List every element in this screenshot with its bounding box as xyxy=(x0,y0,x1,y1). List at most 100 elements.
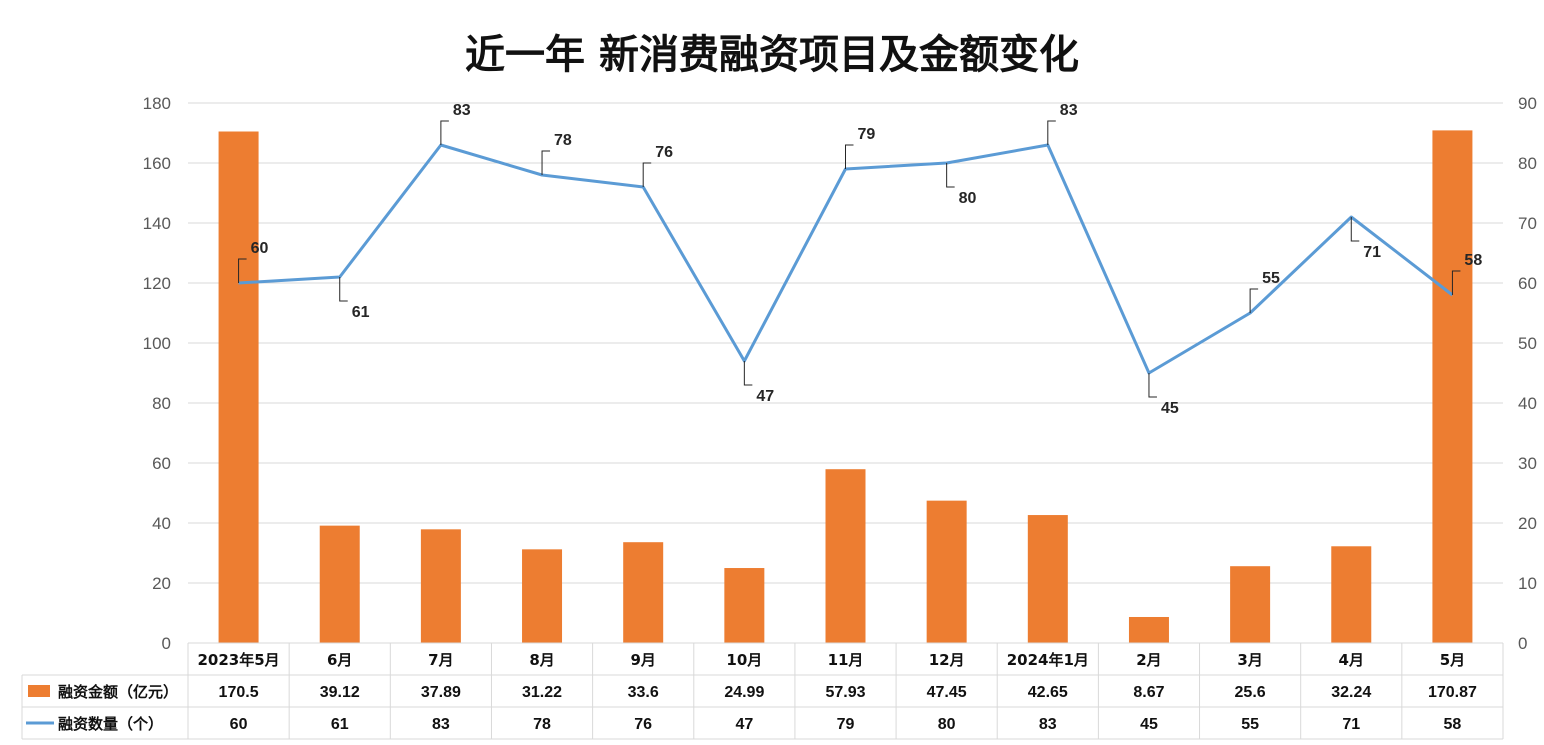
x-category-label: 2月 xyxy=(1136,651,1161,669)
table-value-cell: 76 xyxy=(634,716,652,733)
chart-title: 近一年 新消费融资项目及金额变化 xyxy=(465,32,1079,78)
line-data-label: 83 xyxy=(453,102,471,119)
table-value-cell: 31.22 xyxy=(522,684,562,701)
bar xyxy=(1331,546,1372,643)
line-data-label: 47 xyxy=(756,388,774,405)
table-value-cell: 24.99 xyxy=(724,684,764,701)
table-value-cell: 45 xyxy=(1140,716,1158,733)
y-left-tick-label: 40 xyxy=(152,514,171,533)
x-category-label: 12月 xyxy=(929,651,965,669)
bar xyxy=(319,525,360,643)
table-value-cell: 60 xyxy=(230,716,248,733)
bar xyxy=(522,549,563,643)
data-label-leader xyxy=(743,361,753,386)
table-value-cell: 47.45 xyxy=(927,684,967,701)
table-value-cell: 83 xyxy=(432,716,450,733)
data-label-leader xyxy=(1047,120,1056,145)
legend-series-name: 融资数量（个） xyxy=(58,715,163,733)
y-left-tick-label: 20 xyxy=(152,574,171,593)
table-value-cell: 25.6 xyxy=(1235,684,1266,701)
y-left-tick-label: 100 xyxy=(143,334,171,353)
line-data-label: 78 xyxy=(554,132,572,149)
y-left-tick-label: 140 xyxy=(143,214,171,233)
table-value-cell: 170.87 xyxy=(1428,684,1477,701)
bar xyxy=(1128,616,1169,643)
bar xyxy=(218,131,259,643)
y-right-tick-label: 10 xyxy=(1518,574,1537,593)
table-value-cell: 57.93 xyxy=(825,684,865,701)
table-value-cell: 80 xyxy=(938,716,956,733)
x-category-label: 2023年5月 xyxy=(197,651,279,669)
y-right-tick-label: 30 xyxy=(1518,454,1537,473)
x-category-label: 10月 xyxy=(726,651,762,669)
y-left-tick-label: 80 xyxy=(152,394,171,413)
line-data-label: 61 xyxy=(352,304,370,321)
line-data-label: 83 xyxy=(1060,102,1078,119)
data-label-leader xyxy=(1350,217,1360,242)
line-data-label: 58 xyxy=(1464,252,1482,269)
y-right-tick-label: 80 xyxy=(1518,154,1537,173)
y-right-tick-label: 20 xyxy=(1518,514,1537,533)
table-value-cell: 55 xyxy=(1241,716,1259,733)
data-label-leader xyxy=(1451,270,1461,295)
x-category-label: 8月 xyxy=(529,651,554,669)
data-label-leader xyxy=(238,258,247,283)
table-value-cell: 78 xyxy=(533,716,551,733)
table-value-cell: 33.6 xyxy=(628,684,659,701)
line-data-label: 60 xyxy=(251,240,269,257)
x-category-label: 2024年1月 xyxy=(1007,651,1089,669)
bar xyxy=(420,529,461,643)
y-right-tick-label: 0 xyxy=(1518,634,1527,653)
legend-key-bar xyxy=(28,685,50,697)
data-label-leader xyxy=(440,120,449,145)
table-value-cell: 37.89 xyxy=(421,684,461,701)
table-value-cell: 39.12 xyxy=(320,684,360,701)
y-right-tick-label: 50 xyxy=(1518,334,1537,353)
data-label-leader xyxy=(642,162,652,187)
line-data-label: 71 xyxy=(1363,244,1381,261)
table-value-cell: 8.67 xyxy=(1133,684,1164,701)
data-label-leader xyxy=(1249,288,1259,313)
bar xyxy=(926,500,967,643)
bar xyxy=(1230,566,1271,643)
table-value-cell: 61 xyxy=(331,716,349,733)
legend-series-name: 融资金额（亿元） xyxy=(58,683,178,701)
bar xyxy=(825,469,866,643)
line-data-label: 79 xyxy=(858,126,876,143)
x-category-label: 6月 xyxy=(327,651,352,669)
table-value-cell: 79 xyxy=(837,716,855,733)
x-category-label: 3月 xyxy=(1237,651,1262,669)
x-category-label: 7月 xyxy=(428,651,453,669)
x-category-label: 9月 xyxy=(630,651,655,669)
data-label-leader xyxy=(946,163,955,188)
table-value-cell: 170.5 xyxy=(219,684,259,701)
table-value-cell: 47 xyxy=(735,716,753,733)
bar xyxy=(724,568,765,643)
y-left-tick-label: 60 xyxy=(152,454,171,473)
y-right-tick-label: 60 xyxy=(1518,274,1537,293)
line-data-label: 45 xyxy=(1161,400,1179,417)
x-category-label: 4月 xyxy=(1339,651,1364,669)
y-right-tick-label: 40 xyxy=(1518,394,1537,413)
bar xyxy=(623,542,664,643)
y-right-tick-label: 90 xyxy=(1518,94,1537,113)
data-label-leader xyxy=(845,144,854,169)
y-left-tick-label: 160 xyxy=(143,154,171,173)
data-label-leader xyxy=(339,277,348,302)
table-value-cell: 83 xyxy=(1039,716,1057,733)
y-left-tick-label: 120 xyxy=(143,274,171,293)
y-left-tick-label: 0 xyxy=(162,634,171,653)
table-value-cell: 71 xyxy=(1342,716,1360,733)
x-category-label: 5月 xyxy=(1440,651,1465,669)
table-value-cell: 32.24 xyxy=(1331,684,1371,701)
bar xyxy=(1027,515,1068,643)
line-data-label: 55 xyxy=(1262,270,1280,287)
line-series xyxy=(238,143,1454,375)
data-label-leader xyxy=(541,150,551,175)
y-right-tick-label: 70 xyxy=(1518,214,1537,233)
line-data-label: 80 xyxy=(959,190,977,207)
data-label-leader xyxy=(1148,373,1157,398)
x-category-label: 11月 xyxy=(828,651,864,669)
table-value-cell: 42.65 xyxy=(1028,684,1068,701)
